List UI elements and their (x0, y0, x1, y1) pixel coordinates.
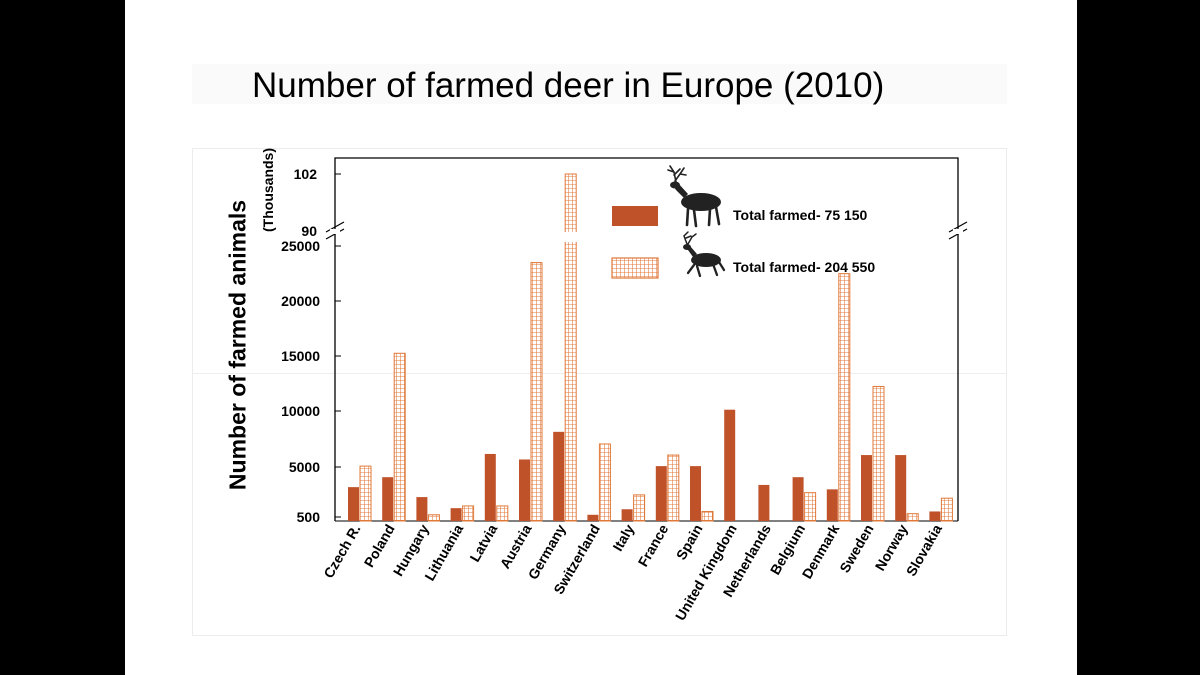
bar-grid-czech-r (359, 465, 372, 522)
slide-divider-line (192, 373, 1007, 374)
legend: Total farmed- 75 150 Total farmed- 204 5… (611, 165, 875, 279)
bar-grid-france (667, 454, 680, 522)
bar-solid-germany (553, 431, 565, 521)
category-label: Poland (361, 522, 398, 570)
bar-grid-norway (906, 513, 919, 522)
bars-group (348, 173, 953, 522)
y-tick-label: 20000 (281, 293, 320, 309)
plot-frame (334, 157, 959, 521)
bar-solid-spain (690, 466, 701, 521)
bar-grid-lithuania (462, 505, 475, 522)
category-label: France (635, 521, 672, 569)
bar-grid-spain (701, 510, 714, 522)
bar-grid-poland (393, 352, 406, 522)
axis-break-gap-left (330, 229, 340, 234)
category-label: Spain (673, 522, 706, 563)
y-tick-label: 500 (297, 509, 321, 525)
category-label: Austria (497, 521, 535, 571)
chart-title: Number of farmed deer in Europe (2010) (252, 66, 885, 105)
bar-grid-latvia (496, 505, 509, 522)
legend-swatch-solid (612, 206, 658, 226)
bar-solid-france (655, 466, 667, 521)
bar-solid-austria (519, 459, 530, 521)
bar-grid-germany (564, 173, 577, 522)
bar-solid-belgium (792, 477, 804, 521)
y-tick-label: 15000 (281, 348, 320, 364)
y-tick-label: 102 (294, 166, 318, 182)
bar-grid-slovakia (940, 497, 953, 522)
legend-swatch-grid (611, 257, 659, 279)
title-band (192, 64, 1007, 104)
bar-grid-sweden (872, 385, 885, 522)
bar-solid-denmark (826, 489, 838, 521)
bar-break-gap (563, 232, 579, 242)
bar-solid-netherlands (758, 484, 770, 521)
bar-solid-sweden (861, 455, 872, 521)
axis-break-gap-right (953, 229, 963, 234)
bar-solid-united-kingdom (724, 409, 736, 521)
category-label: Italy (609, 521, 637, 553)
y-ticks-upper: 90 102 (294, 166, 318, 239)
category-label: Latvia (466, 521, 500, 564)
y-tick-label: 25000 (281, 238, 320, 254)
bar-solid-switzerland (587, 514, 599, 521)
bar-grid-belgium (804, 492, 817, 522)
bar-grid-italy (633, 494, 646, 522)
bar-solid-latvia (484, 453, 496, 521)
fallow-deer-silhouette-icon (683, 231, 726, 278)
bar-grid-switzerland (598, 443, 611, 522)
red-deer-silhouette-icon (667, 165, 721, 228)
slide-background (125, 0, 1077, 675)
bar-solid-norway (895, 455, 907, 521)
y-ticks-lower: 500 5000 10000 15000 20000 25000 (281, 238, 320, 525)
bar-solid-czech-r (348, 487, 359, 521)
y-tick-label: 10000 (281, 403, 320, 419)
bar-solid-italy (621, 509, 633, 521)
y-tick-marks (335, 173, 341, 518)
bar-solid-slovakia (929, 511, 941, 521)
category-label: Czech R. (320, 522, 363, 581)
bar-grid-austria (530, 262, 543, 522)
chart-frame (192, 148, 1007, 636)
y-tick-label: 90 (301, 223, 317, 239)
bar-grid-denmark (838, 273, 851, 522)
legend-label: Total farmed- 204 550 (733, 259, 875, 275)
bar-solid-hungary (416, 497, 428, 521)
y-tick-label: 5000 (289, 459, 320, 475)
bar-solid-poland (382, 477, 394, 521)
bar-grid-hungary (427, 514, 440, 522)
legend-label: Total farmed- 75 150 (733, 207, 868, 223)
bar-solid-lithuania (450, 508, 462, 521)
